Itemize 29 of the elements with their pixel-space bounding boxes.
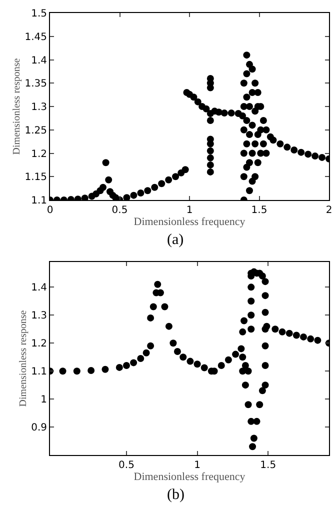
y-tick-label: 1.45: [24, 32, 47, 43]
x-tick-label: 1.5: [251, 205, 268, 216]
y-tick-label: 1.4: [31, 282, 47, 294]
y-tick-label: 1.25: [24, 125, 47, 136]
text: (b): [167, 487, 184, 503]
x-axis-title: Dimensionless frequency: [134, 216, 246, 228]
y-axis-title: Dimensionless response: [12, 58, 23, 155]
text: (a): [167, 232, 184, 248]
y-tick-label: 1.1: [31, 366, 47, 378]
x-tick-label: 1.5: [260, 460, 276, 471]
x-axis-title: Dimensionless frequency: [134, 471, 246, 484]
x-tick-label: 0.5: [112, 205, 128, 216]
y-tick-label: 1.2: [31, 338, 47, 350]
y-tick-label: 1.3: [31, 310, 47, 322]
y-tick-label: 1.3: [31, 102, 47, 113]
y-tick-label: 1.5: [31, 8, 47, 20]
x-tick-label: 1: [186, 205, 193, 216]
y-tick-label: 1: [40, 394, 47, 406]
x-tick-label: 1: [194, 460, 200, 471]
x-tick-label: 2: [326, 205, 332, 216]
y-axis-title: Dimensionless response: [18, 310, 30, 407]
y-tick-label: 1.35: [24, 78, 47, 90]
x-tick-label: 0.5: [118, 460, 134, 471]
y-tick-label: 1.4: [31, 55, 47, 66]
x-tick-label: 0: [46, 205, 54, 216]
y-tick-label: 0.9: [31, 422, 47, 434]
y-tick-label: 1.1: [31, 196, 47, 206]
y-tick-label: 1.2: [31, 148, 47, 160]
y-tick-label: 1.15: [24, 172, 47, 184]
